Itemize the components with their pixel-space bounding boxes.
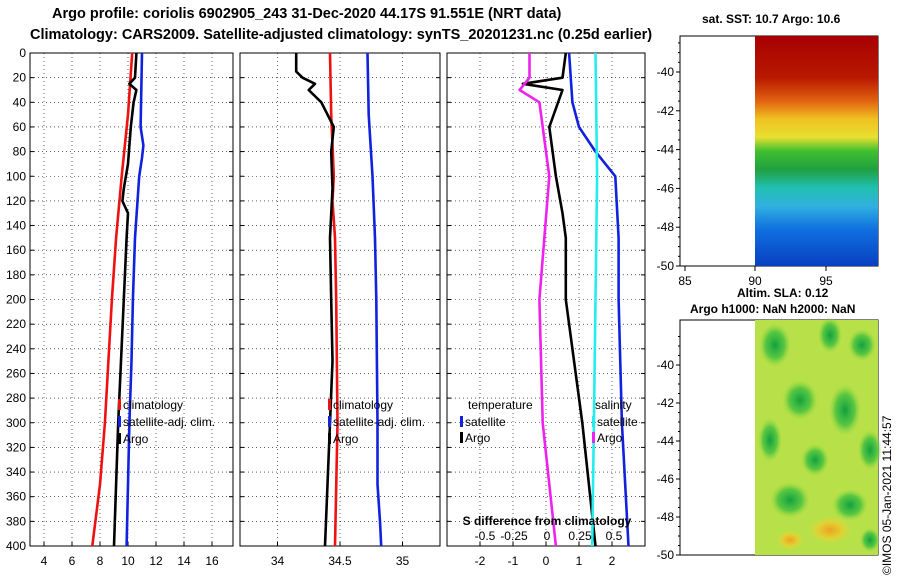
x-tick-label: 35 [396, 554, 410, 568]
series-line-satellite-adj-clim- [125, 52, 145, 547]
legend-label: Argo [597, 431, 623, 445]
x-tick-label: 8 [97, 554, 104, 568]
map-y-tick-label: -46 [657, 181, 675, 195]
map-y-tick-label: -40 [657, 358, 675, 372]
depth-tick-label: 0 [19, 46, 26, 60]
depth-tick-label: 280 [6, 391, 26, 405]
depth-tick-label: 300 [6, 416, 26, 430]
legend-label: satellite [597, 415, 638, 429]
depth-tick-label: 60 [13, 120, 27, 134]
legend-swatch [328, 416, 331, 427]
map-y-tick-label: -44 [657, 434, 675, 448]
legend-label: Argo [123, 432, 149, 446]
secondary-x-tick-label: -0.5 [475, 529, 496, 543]
map-y-tick-label: -50 [657, 259, 675, 273]
x-tick-label: 10 [121, 554, 135, 568]
depth-tick-label: 240 [6, 342, 26, 356]
depth-tick-label: 160 [6, 243, 26, 257]
legend-label: climatology [333, 398, 393, 412]
depth-tick-label: 180 [6, 268, 26, 282]
depth-tick-label: 100 [6, 169, 26, 183]
secondary-x-tick-label: 0.25 [568, 529, 592, 543]
series-line-salinity-satellite [590, 52, 599, 547]
map-x-tick-label: 95 [819, 274, 833, 288]
depth-tick-label: 400 [6, 539, 26, 553]
x-tick-label: 4 [41, 554, 48, 568]
x-tick-label: 1 [576, 554, 583, 568]
x-tick-label: 12 [149, 554, 163, 568]
secondary-x-tick-label: 0.5 [606, 529, 623, 543]
depth-tick-label: 200 [6, 293, 26, 307]
secondary-x-tick-label: 0 [544, 529, 551, 543]
x-tick-label: -2 [475, 554, 486, 568]
x-tick-label: 34.5 [328, 554, 352, 568]
series-line-temperature-satellite [567, 52, 630, 547]
depth-tick-label: 120 [6, 194, 26, 208]
depth-tick-label: 320 [6, 440, 26, 454]
difference-axis-title: S difference from climatology [463, 514, 632, 528]
depth-tick-label: 360 [6, 490, 26, 504]
title-line-1: Argo profile: coriolis 6902905_243 31-De… [52, 6, 562, 22]
x-tick-label: 16 [205, 554, 219, 568]
legend-swatch [118, 416, 121, 427]
legend-swatch [592, 432, 595, 443]
legend-label: climatology [123, 398, 183, 412]
map-y-tick-label: -42 [657, 396, 675, 410]
depth-tick-label: 220 [6, 317, 26, 331]
depth-tick-label: 80 [13, 145, 27, 159]
map-y-tick-label: -42 [657, 104, 675, 118]
map-y-tick-label: -48 [657, 510, 675, 524]
legend-group-title: temperature [468, 398, 533, 412]
series-line-satellite-adj-clim- [366, 52, 383, 547]
legend-swatch [460, 416, 463, 427]
legend-swatch [328, 399, 331, 410]
x-tick-label: -1 [508, 554, 519, 568]
title-line-2: Climatology: CARS2009. Satellite-adjuste… [30, 27, 653, 43]
legend-swatch [592, 416, 595, 427]
series-line-argo [294, 53, 336, 547]
depth-tick-label: 260 [6, 366, 26, 380]
series-line-argo [112, 52, 138, 547]
map-y-tick-label: -40 [657, 65, 675, 79]
depth-tick-label: 20 [13, 71, 27, 85]
x-tick-label: 2 [609, 554, 616, 568]
x-tick-label: 34 [271, 554, 285, 568]
legend-label: Argo [465, 431, 491, 445]
sla-map-title-line-1: Altim. SLA: 0.12 [737, 286, 829, 300]
x-tick-label: 0 [543, 554, 550, 568]
map-x-tick-label: 90 [748, 274, 762, 288]
panel-salinity-profile: 34 34.5 35 climatology satellite-adj. clim. A… [239, 52, 441, 568]
panel-difference-from-climatology: -2 -1 0 1 2 temperature satellite Argo salinity s… [446, 52, 646, 568]
legend-swatch [118, 433, 121, 444]
depth-tick-label: 380 [6, 514, 26, 528]
panel-temperature-profile: 0 20 40 60 80 100 120 140 160 180 200 220 240 260 280 3… [6, 46, 234, 568]
map-y-tick-label: -44 [657, 143, 675, 157]
map-y-tick-label: -48 [657, 220, 675, 234]
legend-label: satellite-adj. clim. [333, 415, 425, 429]
sla-map-title-line-2: Argo h1000: NaN h2000: NaN [690, 302, 856, 316]
legend-group-title: salinity [595, 398, 632, 412]
x-tick-label: 6 [69, 554, 76, 568]
series-line-salinity-argo [518, 53, 558, 547]
legend-swatch [328, 433, 331, 444]
map-y-tick-label: -50 [657, 548, 675, 562]
secondary-x-tick-label: -0.25 [500, 529, 528, 543]
series-line-climatology [91, 52, 134, 547]
map-y-tick-label: -46 [657, 472, 675, 486]
legend-label: Argo [333, 432, 359, 446]
depth-tick-label: 140 [6, 219, 26, 233]
sla-anomaly-blobs [758, 317, 882, 552]
sst-map-title: sat. SST: 10.7 Argo: 10.6 [702, 12, 841, 26]
map-x-tick-label: 85 [678, 274, 692, 288]
depth-tick-label: 340 [6, 465, 26, 479]
legend-swatch [460, 432, 463, 443]
series-line-temperature-argo [521, 52, 597, 547]
legend-label: satellite [465, 415, 506, 429]
legend-label: satellite-adj. clim. [123, 415, 215, 429]
legend-swatch [118, 399, 121, 410]
sst-map-image [755, 36, 878, 266]
x-tick-label: 14 [177, 554, 191, 568]
depth-tick-label: 40 [13, 95, 27, 109]
